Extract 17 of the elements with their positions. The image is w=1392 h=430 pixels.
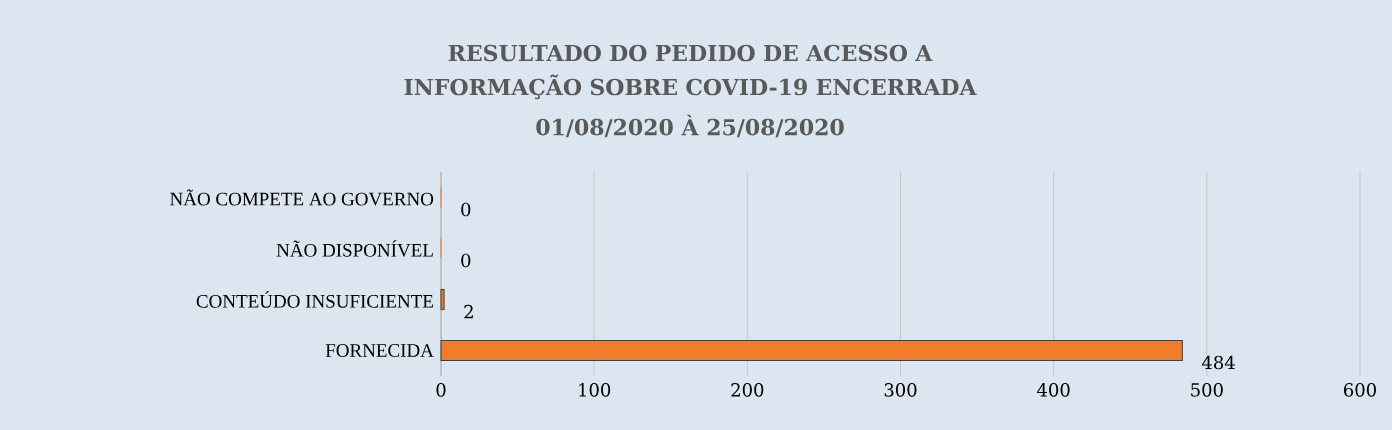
data-label: 2 [464,304,473,319]
x-tick-label: 200 [731,383,764,397]
data-label: 484 [1201,355,1235,370]
x-tick-label: 0 [436,383,446,397]
x-tick-label: 300 [884,383,917,397]
y-tick-label: FORNECIDA [325,344,434,357]
data-label: 0 [461,253,471,268]
y-tick-label: CONTEÚDO INSUFICIENTE [196,291,433,308]
y-tick-label: NÃO COMPETE AO GOVERNO [170,189,434,206]
x-tick-label: 400 [1037,383,1070,397]
data-label: 0 [461,202,471,217]
x-tick-label: 100 [579,383,611,397]
x-tick-label: 600 [1344,383,1376,397]
chart-subtitle: 01/08/2020 À 25/08/2020 [536,114,844,138]
chart-title: RESULTADO DO PEDIDO DE ACESSO A INFORMAÇÃO SOBRE COVID-19 ENCERRADA [404,44,977,100]
x-tick-label: 500 [1191,383,1223,397]
y-tick-label: NÃO DISPONÍVEL [276,240,433,257]
